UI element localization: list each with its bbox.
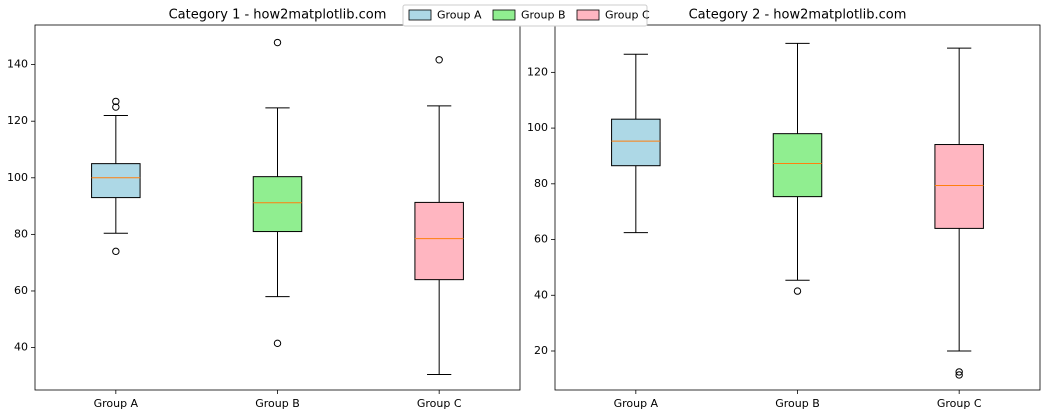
outlier	[112, 247, 120, 256]
y-tick-label: 120	[7, 114, 28, 127]
outlier	[112, 97, 120, 106]
y-tick-label: 80	[14, 227, 28, 240]
box	[91, 163, 141, 199]
chart-title: Category 1 - how2matplotlib.com	[169, 8, 387, 23]
y-tick-label: 100	[527, 121, 548, 134]
box	[934, 144, 984, 229]
legend-swatch	[492, 9, 516, 21]
x-tick-label: Group A	[94, 397, 139, 410]
outlier	[955, 371, 963, 379]
outlier	[273, 339, 282, 348]
x-tick-label: Group B	[255, 397, 300, 410]
outlier	[112, 103, 120, 111]
legend-swatch	[408, 9, 432, 21]
legend-swatch	[576, 9, 600, 21]
y-tick-label: 120	[527, 65, 548, 78]
y-tick-label: 60	[14, 284, 28, 297]
y-tick-label: 140	[7, 58, 28, 71]
legend-label: Group B	[521, 9, 566, 22]
outlier	[955, 368, 963, 376]
x-tick-label: Group A	[614, 397, 659, 410]
box	[414, 201, 464, 281]
box	[611, 118, 661, 167]
y-tick-label: 40	[534, 288, 548, 301]
y-tick-label: 60	[534, 233, 548, 246]
y-tick-label: 40	[14, 341, 28, 354]
y-tick-label: 20	[534, 344, 548, 357]
outlier	[793, 287, 802, 295]
outlier	[273, 38, 282, 47]
legend-label: Group C	[605, 9, 650, 22]
x-tick-label: Group C	[937, 397, 982, 410]
box	[772, 133, 823, 198]
legend-label: Group A	[437, 9, 482, 22]
outlier	[435, 56, 443, 64]
box	[252, 176, 303, 233]
chart-title: Category 2 - how2matplotlib.com	[689, 8, 907, 23]
x-tick-label: Group B	[775, 397, 820, 410]
x-tick-label: Group C	[417, 397, 462, 410]
y-tick-label: 100	[7, 171, 28, 184]
y-tick-label: 80	[534, 177, 548, 190]
